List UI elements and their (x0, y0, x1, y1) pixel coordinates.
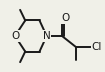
Text: Cl: Cl (92, 42, 102, 52)
Text: N: N (43, 31, 51, 41)
Text: O: O (11, 31, 19, 41)
Text: O: O (61, 13, 70, 23)
